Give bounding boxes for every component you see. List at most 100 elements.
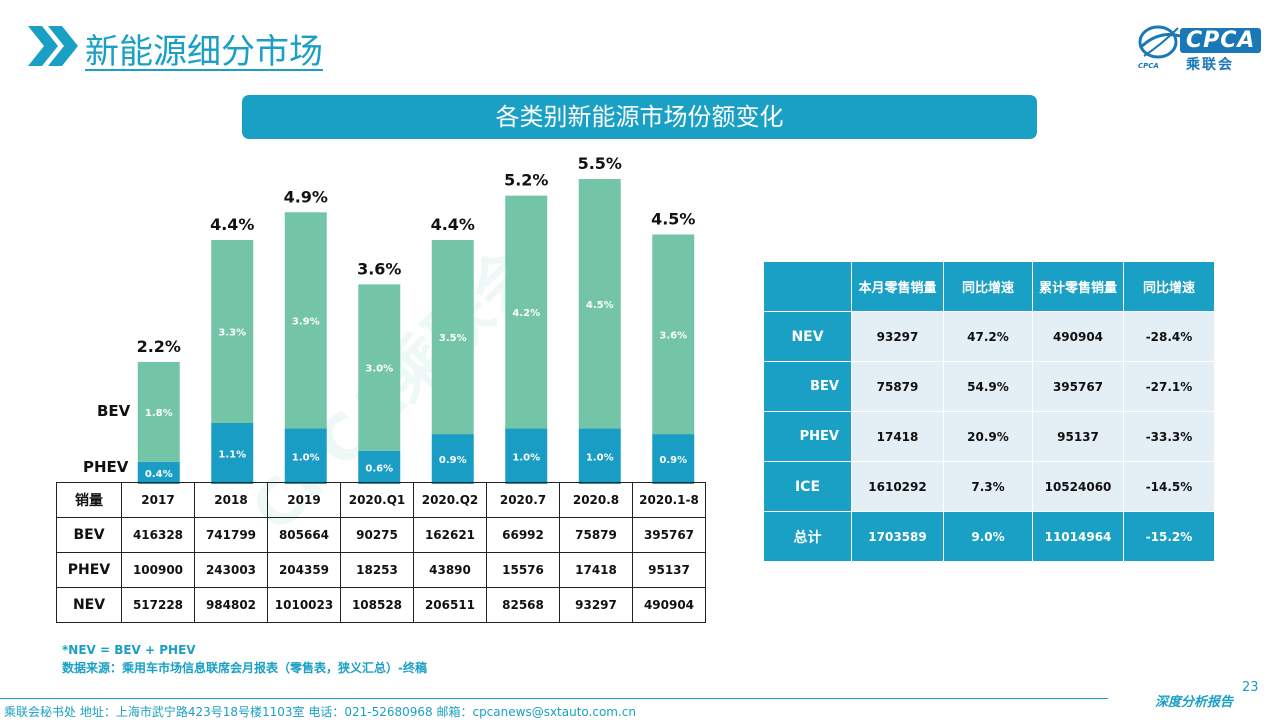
table-cell: 805664: [267, 517, 341, 553]
total-label: 4.5%: [651, 209, 695, 228]
data-label-bev: 1.8%: [145, 408, 173, 419]
data-label-phev: 1.0%: [586, 452, 614, 463]
table-header-row: 销量 2017 2018 2019 2020.Q1 2020.Q2 2020.7…: [56, 482, 706, 518]
summary-cell: -33.3%: [1123, 411, 1215, 462]
data-label-bev: 3.5%: [439, 333, 467, 344]
table-cell: 395767: [632, 517, 706, 553]
table-cell: 66992: [486, 517, 560, 553]
table-cell: 204359: [267, 552, 341, 588]
table-cell: 206511: [413, 587, 487, 623]
table-cell: 741799: [194, 517, 268, 553]
table-corner: 销量: [56, 482, 122, 518]
bar-phev: [137, 461, 180, 484]
table-row: BEV 416328 741799 805664 90275 162621 66…: [56, 517, 706, 553]
bar-bev: [652, 234, 695, 435]
summary-row: 总计 1703589 9.0% 11014964 -15.2%: [763, 511, 1215, 562]
summary-cell: 1610292: [851, 461, 944, 512]
series-label-phev: PHEV: [83, 458, 129, 476]
chart-banner: 各类别新能源市场份额变化: [242, 95, 1037, 139]
total-label: 5.5%: [578, 154, 622, 173]
bar-phev: [284, 428, 327, 484]
summary-cell: 75879: [851, 361, 944, 412]
data-label-bev: 3.3%: [218, 328, 246, 339]
summary-column-header: 同比增速: [943, 261, 1033, 312]
page-title: 新能源细分市场: [85, 32, 323, 72]
summary-row: BEV 75879 54.9% 395767 -27.1%: [763, 361, 1215, 412]
table-cell: 243003: [194, 552, 268, 588]
summary-cell: 7.3%: [943, 461, 1033, 512]
summary-cell: 47.2%: [943, 311, 1033, 362]
column-header: 2020.Q2: [413, 482, 487, 518]
table-cell: 95137: [632, 552, 706, 588]
footer-tag: 深度分析报告: [1108, 693, 1280, 713]
logo-brand-text: CPCA: [1180, 28, 1262, 53]
data-label-phev: 1.1%: [218, 450, 246, 461]
bar-bev: [578, 179, 621, 429]
total-label: 4.4%: [210, 215, 254, 234]
table-cell: 490904: [632, 587, 706, 623]
summary-row-header: NEV: [763, 311, 852, 362]
bar-phev: [358, 450, 401, 484]
summary-column-header: 累计零售销量: [1032, 261, 1124, 312]
summary-cell: 490904: [1032, 311, 1124, 362]
row-header: NEV: [56, 587, 122, 623]
table-cell: 93297: [559, 587, 633, 623]
data-label-bev: 3.9%: [292, 316, 320, 327]
summary-cell: 11014964: [1032, 511, 1124, 562]
bar-bev: [137, 362, 180, 462]
summary-row-header: BEV: [763, 361, 852, 412]
data-label-bev: 4.5%: [586, 300, 614, 311]
total-label: 4.4%: [431, 215, 475, 234]
footnote-source: 数据来源：乘用车市场信息联席会月报表（零售表，狭义汇总）-终稿: [62, 661, 427, 675]
bar-phev: [578, 428, 621, 484]
table-cell: 75879: [559, 517, 633, 553]
bar-phev: [652, 434, 695, 484]
summary-cell: -27.1%: [1123, 361, 1215, 412]
logo-sub-text: CPCA: [1138, 62, 1159, 70]
bar-bev: [505, 195, 548, 429]
summary-row-header: PHEV: [763, 411, 852, 462]
bar-bev: [211, 240, 254, 423]
summary-cell: 1703589: [851, 511, 944, 562]
table-cell: 90275: [340, 517, 414, 553]
data-label-phev: 0.9%: [659, 455, 687, 466]
summary-row: ICE 1610292 7.3% 10524060 -14.5%: [763, 461, 1215, 512]
summary-row-header: ICE: [763, 461, 852, 512]
bar-bev: [431, 240, 474, 435]
summary-cell: -28.4%: [1123, 311, 1215, 362]
bar-bev: [358, 284, 401, 451]
footer-contact: 乘联会秘书处 地址：上海市武宁路423号18号楼1103室 电话：021-526…: [4, 705, 637, 719]
table-cell: 984802: [194, 587, 268, 623]
footnote-formula: *NEV = BEV + PHEV: [62, 643, 196, 657]
summary-cell: 95137: [1032, 411, 1124, 462]
data-label-bev: 3.0%: [365, 364, 393, 375]
column-header: 2020.8: [559, 482, 633, 518]
data-label-phev: 0.6%: [365, 463, 393, 474]
total-label: 5.2%: [504, 171, 548, 190]
table-cell: 100900: [121, 552, 195, 588]
total-label: 3.6%: [357, 259, 401, 278]
chevron-right-icon: [28, 26, 78, 66]
row-header: BEV: [56, 517, 122, 553]
summary-cell: 395767: [1032, 361, 1124, 412]
summary-corner: [763, 261, 852, 312]
column-header: 2018: [194, 482, 268, 518]
summary-row: PHEV 17418 20.9% 95137 -33.3%: [763, 411, 1215, 462]
data-label-bev: 3.6%: [659, 330, 687, 341]
table-row: NEV 517228 984802 1010023 108528 206511 …: [56, 587, 706, 623]
summary-row: NEV 93297 47.2% 490904 -28.4%: [763, 311, 1215, 362]
summary-column-header: 同比增速: [1123, 261, 1215, 312]
table-cell: 43890: [413, 552, 487, 588]
table-row: PHEV 100900 243003 204359 18253 43890 15…: [56, 552, 706, 588]
summary-column-header: 本月零售销量: [851, 261, 944, 312]
summary-cell: 9.0%: [943, 511, 1033, 562]
data-label-phev: 1.0%: [512, 452, 540, 463]
footer-divider: [0, 698, 1280, 699]
column-header: 2020.7: [486, 482, 560, 518]
page-number: 23: [1242, 680, 1259, 695]
total-label: 2.2%: [137, 337, 181, 356]
bar-bev: [284, 212, 327, 429]
series-label-bev: BEV: [97, 402, 131, 420]
column-header: 2020.Q1: [340, 482, 414, 518]
